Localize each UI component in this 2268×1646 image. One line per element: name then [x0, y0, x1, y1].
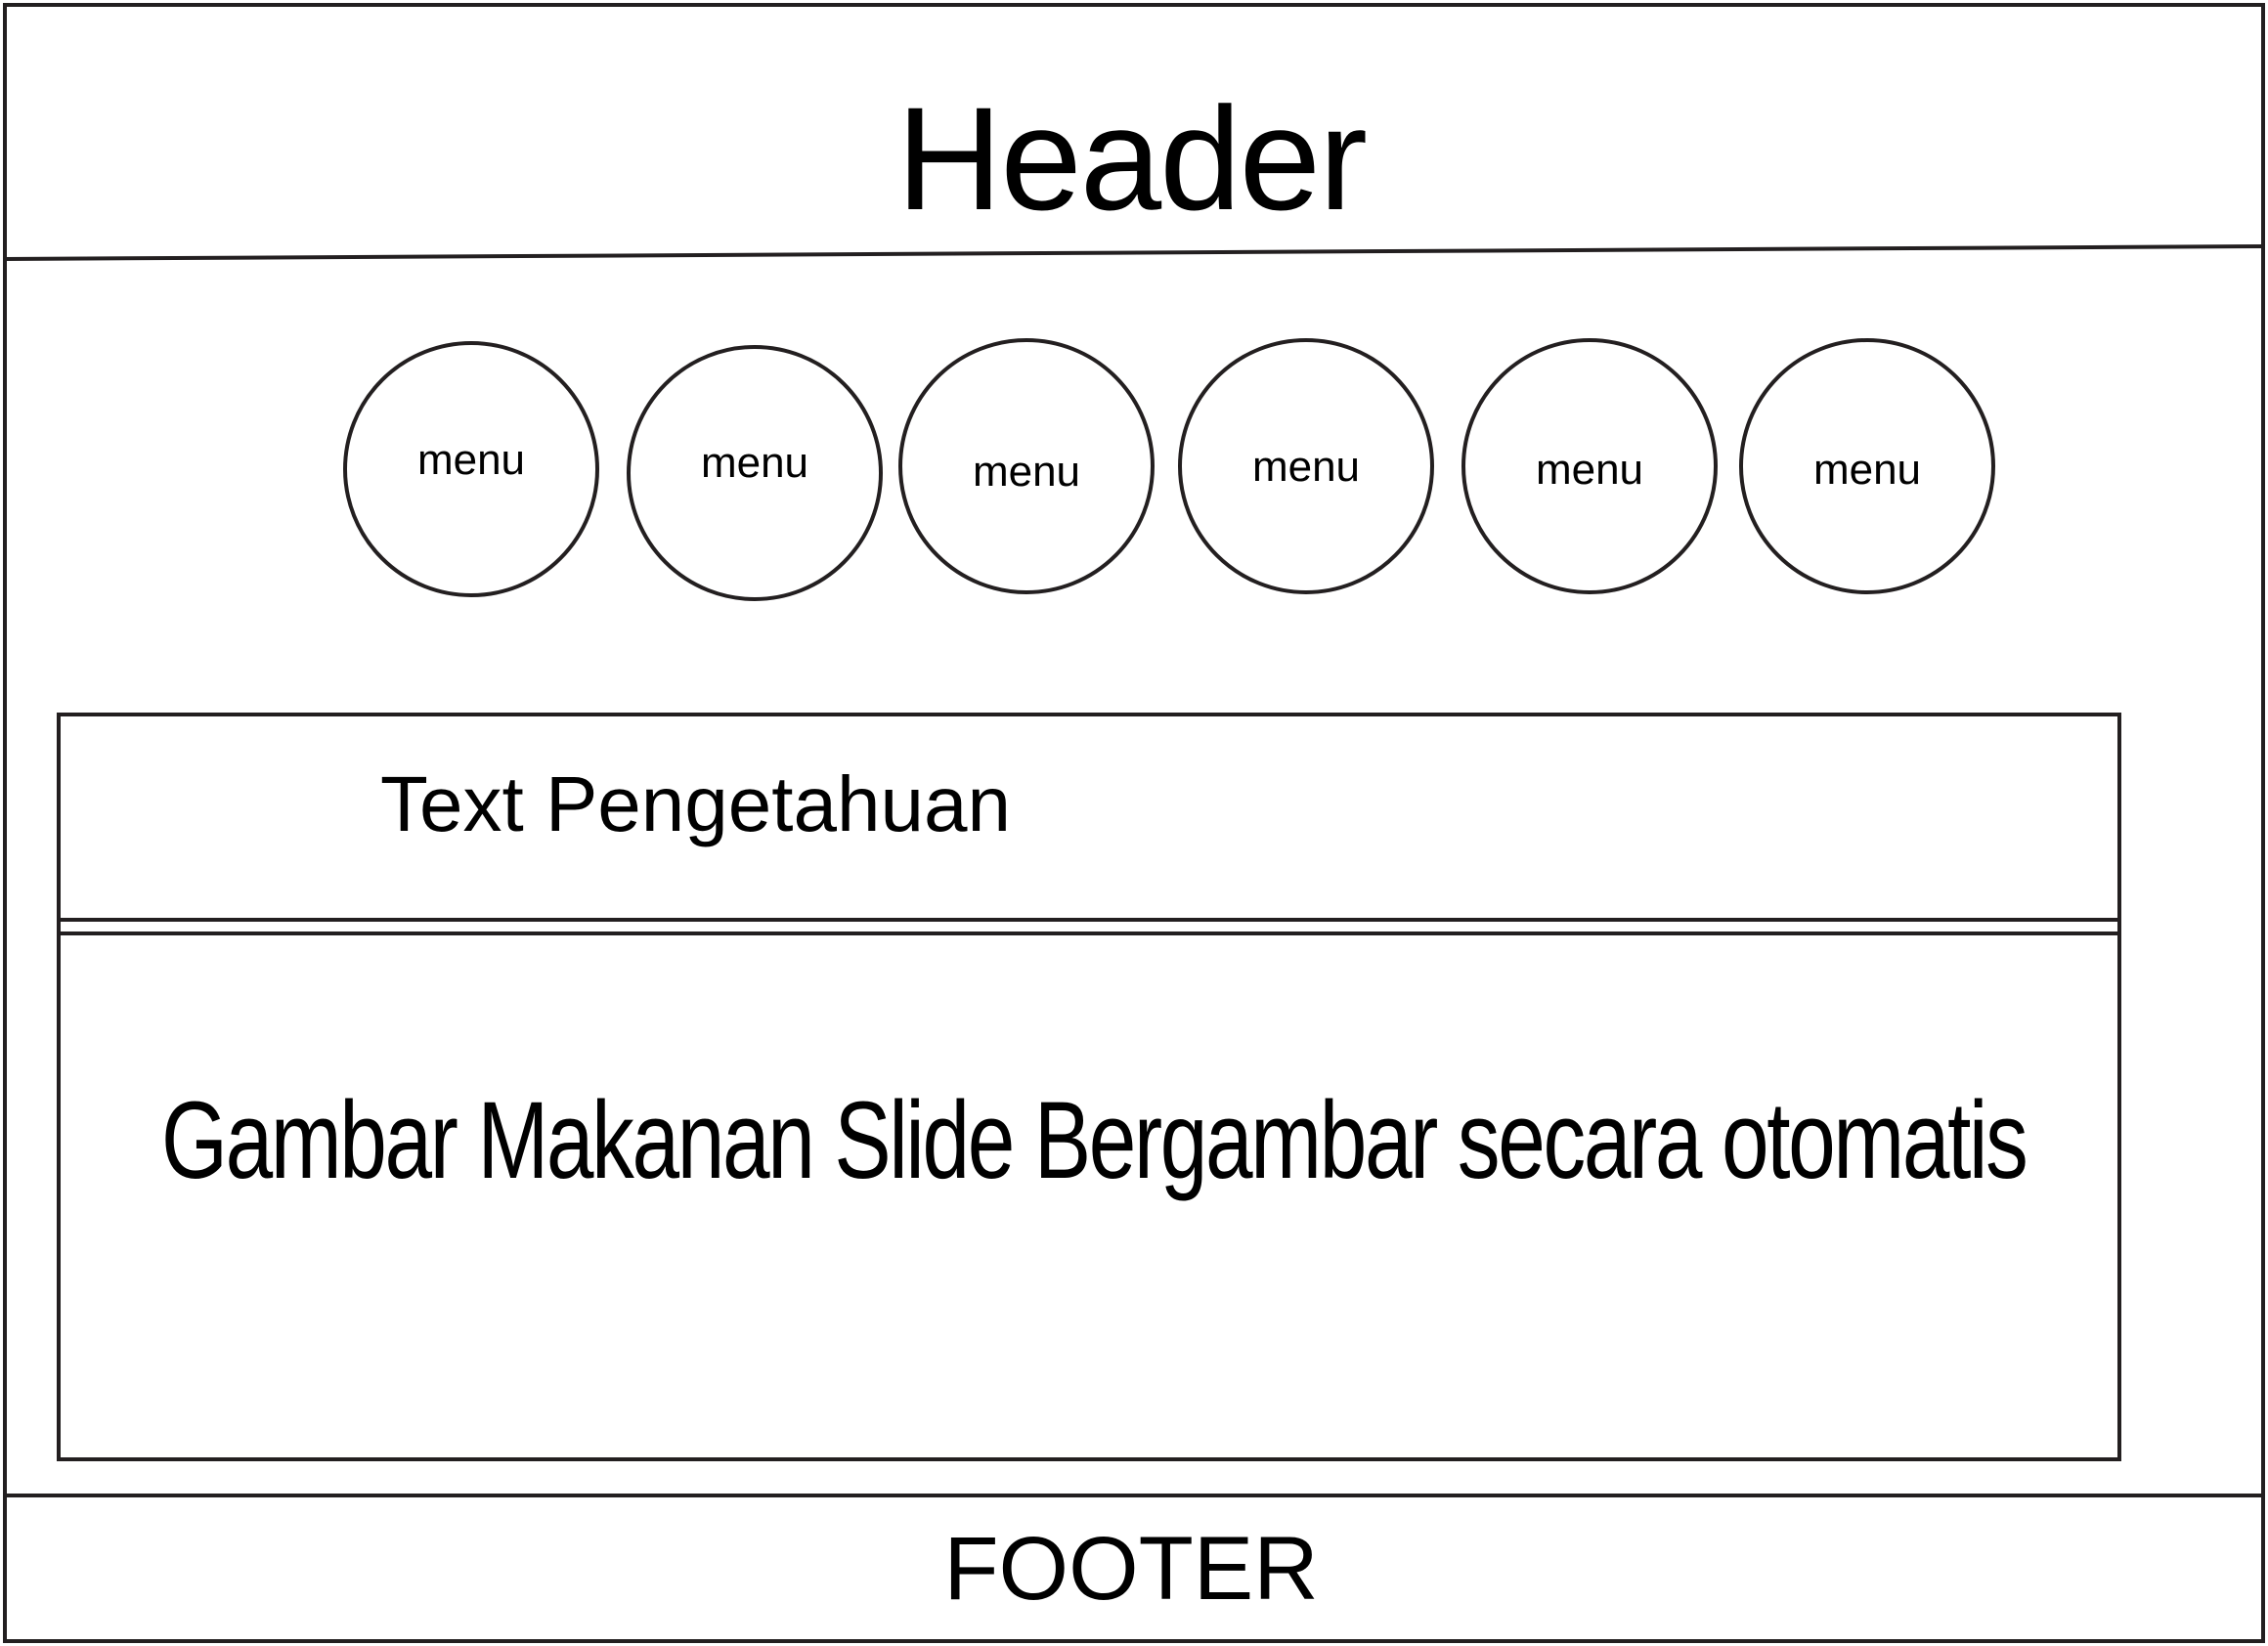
knowledge-text: Text Pengetahuan: [380, 760, 1011, 847]
section-divider-bottom: [61, 931, 2117, 935]
menu-label: menu: [1251, 443, 1361, 491]
food-image-slider[interactable]: Gambar Makanan Slide Bergambar secara ot…: [161, 1079, 2028, 1201]
header-title: Header: [896, 76, 1368, 240]
menu-button-1[interactable]: menu: [343, 341, 599, 597]
content-box: Text Pengetahuan Gambar Makanan Slide Be…: [57, 713, 2121, 1461]
page-frame: [3, 3, 2265, 1643]
menu-button-5[interactable]: menu: [1461, 338, 1718, 594]
menu-label: menu: [700, 439, 809, 487]
menu-label: menu: [416, 436, 526, 484]
menu-button-3[interactable]: menu: [898, 338, 1155, 594]
section-divider-top: [61, 918, 2117, 922]
menu-label: menu: [972, 448, 1081, 496]
footer-title: FOOTER: [943, 1519, 1319, 1619]
menu-button-6[interactable]: menu: [1739, 338, 1995, 594]
menu-label: menu: [1812, 446, 1922, 494]
menu-button-2[interactable]: menu: [627, 345, 883, 601]
menu-label: menu: [1535, 446, 1644, 494]
menu-button-4[interactable]: menu: [1178, 338, 1434, 594]
